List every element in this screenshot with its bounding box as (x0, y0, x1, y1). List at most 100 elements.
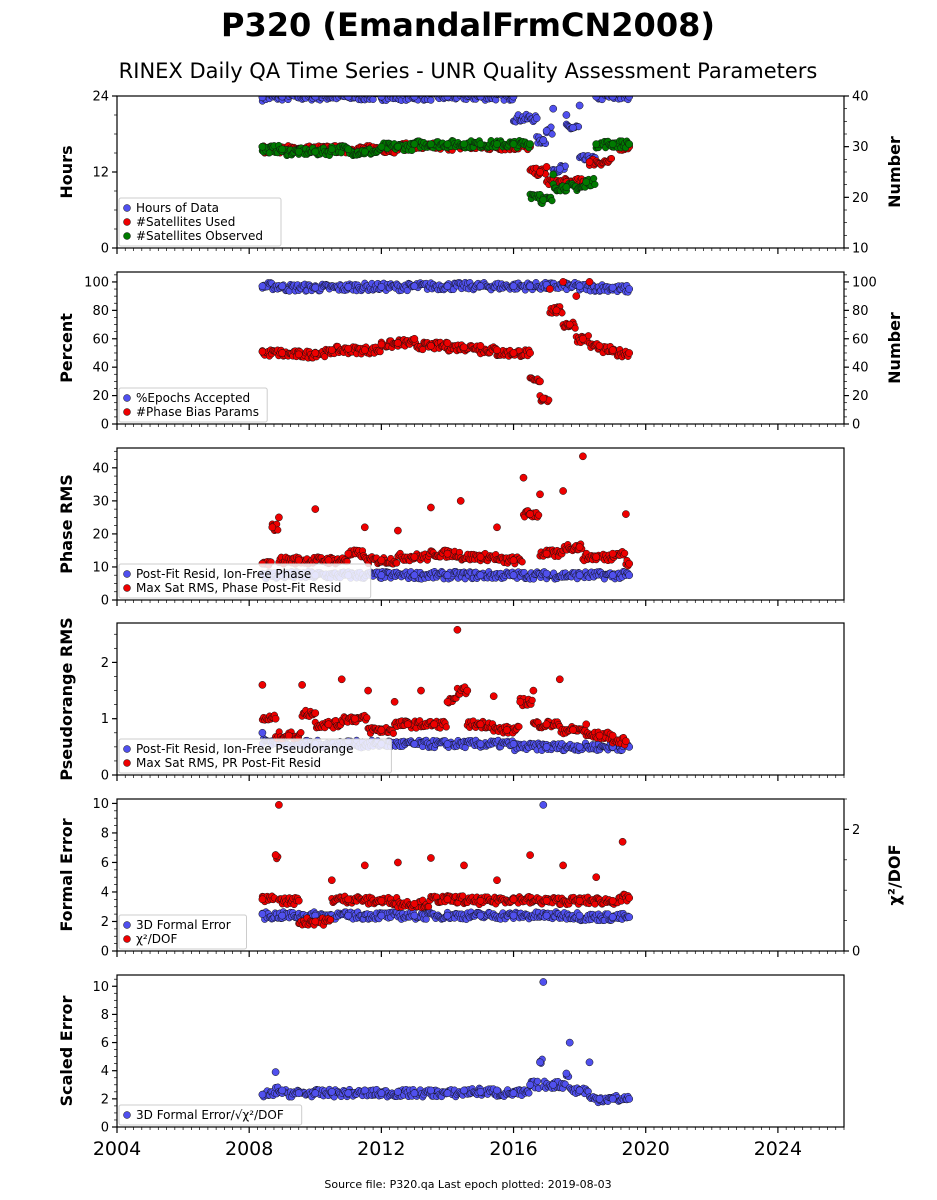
data-point (284, 731, 293, 740)
panel-4: 0 1 2 Pseudorange RMS Post-Fit Resid, Ion-Fr… (57, 617, 845, 784)
y-right-tick-label: 0 (852, 418, 860, 433)
legend: Post-Fit Resid, Ion-Free PseudorangeMax … (118, 738, 392, 774)
data-point (608, 283, 617, 292)
legend-marker (123, 394, 131, 402)
series-2-fill-point (442, 723, 450, 731)
data-point (529, 686, 538, 695)
data-point (394, 142, 402, 151)
data-point (294, 1089, 303, 1098)
y-axis-label: Pseudorange RMS (57, 617, 76, 780)
data-point (575, 743, 584, 751)
data-point (427, 342, 435, 350)
series-3-fill-point (548, 197, 556, 205)
data-point (460, 140, 468, 148)
x-tick-label: 2012 (357, 1138, 405, 1160)
data-point (443, 571, 452, 580)
data-point (539, 801, 548, 809)
legend-entry: #Satellites Used (136, 215, 235, 229)
data-point (555, 164, 564, 173)
data-point (377, 896, 386, 905)
data-point (476, 720, 485, 729)
data-point (324, 720, 333, 729)
data-point (377, 340, 386, 349)
y-tick-label: 4 (101, 885, 109, 900)
data-point (509, 556, 518, 565)
data-point (542, 743, 551, 751)
data-point (592, 140, 601, 148)
legend-marker (123, 570, 131, 578)
data-point (377, 911, 386, 920)
data-point (476, 571, 485, 580)
data-point (275, 513, 283, 522)
series-3-fill-point (590, 174, 598, 183)
data-point (542, 720, 551, 729)
y-tick-label: 20 (92, 527, 109, 542)
data-point (542, 549, 551, 558)
data-point (278, 1086, 287, 1095)
series-2-fill-point (518, 558, 526, 566)
data-point (559, 861, 567, 870)
data-point (258, 895, 267, 904)
legend-entry: Post-Fit Resid, Ion-Free Phase (136, 567, 311, 581)
data-point (595, 1095, 604, 1103)
data-point (608, 346, 617, 354)
legend-marker (123, 1111, 131, 1119)
legend-marker (123, 921, 131, 929)
series-2-fill-point (535, 511, 543, 519)
data-point (555, 675, 564, 684)
series-3-fill-point (408, 146, 416, 154)
legend-marker (123, 584, 131, 592)
legend-entry: #Satellites Observed (136, 229, 263, 243)
data-point (476, 282, 485, 291)
data-point (311, 709, 320, 717)
data-point (258, 681, 267, 689)
points (258, 801, 634, 929)
plot-frame (116, 974, 845, 1128)
series-2-fill-point (363, 714, 371, 722)
y-tick-label: 4 (101, 1064, 109, 1079)
legend: %Epochs Accepted#Phase Bias Params (118, 387, 268, 423)
y-right-axis-label: Number (885, 136, 904, 208)
data-point (344, 283, 353, 291)
data-point (351, 714, 359, 723)
data-point (536, 168, 544, 176)
y-tick-label: 10 (92, 797, 109, 812)
data-point (258, 347, 267, 356)
data-point (410, 899, 419, 908)
y-tick-label: 20 (92, 389, 109, 404)
data-point (394, 1087, 402, 1096)
data-point (278, 911, 287, 920)
series-2-fill-point (425, 903, 433, 911)
data-point (427, 1086, 435, 1095)
data-point (476, 1087, 485, 1096)
data-point (526, 140, 534, 148)
y-tick-label: 0 (101, 418, 109, 433)
data-point (493, 876, 501, 885)
y-right-tick-label: 100 (852, 275, 877, 290)
data-point (562, 111, 571, 119)
data-point (453, 625, 462, 634)
data-point (625, 349, 634, 357)
data-point (476, 896, 485, 905)
data-point (625, 913, 634, 921)
data-point (278, 145, 287, 154)
data-point (443, 1089, 452, 1098)
data-point (360, 147, 369, 156)
data-point (493, 140, 501, 148)
data-point (344, 1089, 353, 1098)
y-axis-label: Percent (57, 313, 76, 383)
y-tick-label: 0 (101, 242, 109, 257)
data-point (271, 851, 280, 859)
data-point (271, 714, 280, 723)
data-point (565, 1038, 574, 1047)
data-point (493, 1086, 501, 1095)
data-point (311, 283, 320, 292)
data-point (311, 917, 320, 926)
data-point (532, 114, 541, 123)
legend-entry: Max Sat RMS, Phase Post-Fit Resid (136, 581, 341, 595)
data-point (559, 278, 567, 286)
points (258, 452, 634, 583)
data-point (625, 140, 634, 148)
